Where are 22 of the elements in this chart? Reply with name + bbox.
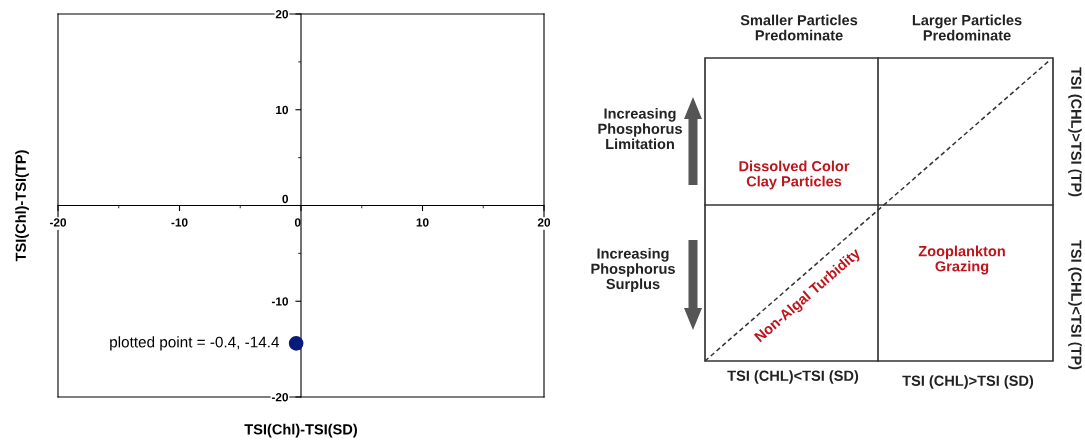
y-tick-label: 20: [275, 10, 289, 19]
text: Smaller Particles Predominate: [740, 14, 858, 41]
x-tick-label: 20: [537, 218, 551, 227]
y-tick-label: 0: [282, 194, 289, 204]
y-tick-label: -20: [271, 393, 289, 402]
text: Zooplankton Grazing: [918, 245, 1005, 275]
text: TSI (CHL)<TSI (SD): [727, 370, 859, 384]
text: Dissolved Color Clay Particles: [739, 160, 850, 190]
y-axis-title: TSI(Chl)-TSI(TP): [15, 150, 29, 262]
text: Increasing Phosphorus Surplus: [591, 247, 675, 293]
x-tick-label: -20: [49, 218, 67, 227]
text: TSI (CHL)<TSI (TP): [1068, 240, 1082, 370]
x-tick-label: -10: [171, 218, 188, 227]
y-tick-label: -10: [271, 297, 289, 306]
x-tick-label: 10: [416, 218, 429, 227]
annotation: plotted point = -0.4, -14.4: [110, 336, 280, 351]
x-axis-title: TSI(Chl)-TSI(SD): [244, 423, 357, 438]
text: Increasing Phosphorus Limitation: [598, 107, 682, 150]
y-tick-label: 10: [276, 105, 289, 115]
text: Larger Particles Predominate: [912, 14, 1022, 41]
text: TSI (CHL)>TSI (SD): [902, 375, 1034, 389]
text: TSI (CHL)>TSI (TP): [1068, 67, 1082, 197]
